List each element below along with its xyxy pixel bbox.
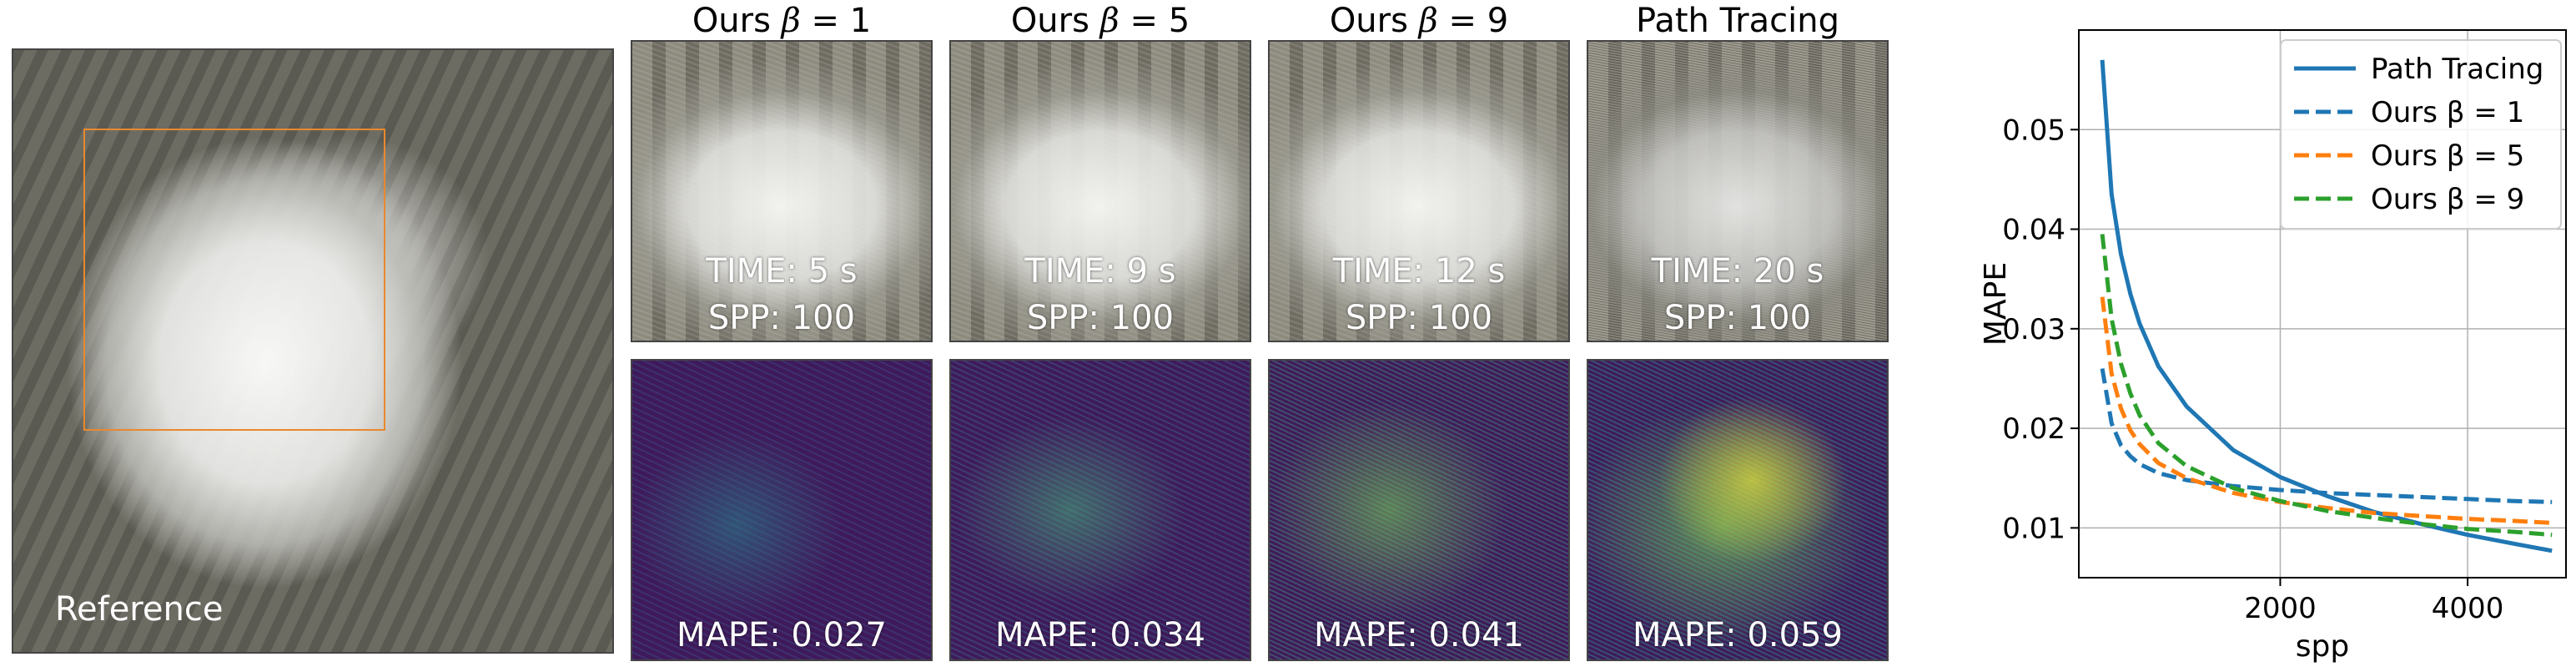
x-tick-label: 2000 — [2244, 592, 2317, 625]
render-path-tracing: TIME: 20 s SPP: 100 — [1587, 40, 1889, 342]
error-map-beta5: MAPE: 0.034 — [949, 359, 1251, 661]
legend-label: Ours β = 9 — [2371, 183, 2524, 216]
series-line — [2100, 234, 2553, 538]
render-beta9: TIME: 12 s SPP: 100 — [1268, 40, 1570, 342]
y-tick-label: 0.03 — [2002, 313, 2065, 346]
column-title-4: Path Tracing — [1636, 2, 1839, 40]
y-axis-label: MAPE — [1979, 262, 2013, 346]
x-tick-label: 4000 — [2432, 592, 2504, 625]
time-label: TIME: 5 s — [706, 252, 858, 291]
reference-label: Reference — [55, 590, 224, 629]
spp-label: SPP: 100 — [707, 299, 856, 337]
y-tick-label: 0.05 — [2002, 114, 2065, 147]
legend-label: Ours β = 1 — [2371, 96, 2524, 129]
x-axis-label: spp — [2296, 629, 2349, 664]
time-label: TIME: 12 s — [1332, 252, 1506, 291]
legend-label: Ours β = 5 — [2371, 139, 2524, 173]
render-beta5: TIME: 9 s SPP: 100 — [949, 40, 1251, 342]
column-title-1: Ours β = 1 — [692, 2, 872, 40]
y-tick-label: 0.02 — [2002, 412, 2065, 446]
mape-label: MAPE: 0.041 — [1314, 616, 1524, 654]
render-beta1: TIME: 5 s SPP: 100 — [631, 40, 933, 342]
time-label: TIME: 20 s — [1651, 252, 1824, 291]
time-label: TIME: 9 s — [1024, 252, 1176, 291]
column-title-3: Ours β = 9 — [1329, 2, 1509, 40]
error-map-beta9: MAPE: 0.041 — [1268, 359, 1570, 661]
column-title-2: Ours β = 5 — [1010, 2, 1190, 40]
spp-label: SPP: 100 — [1026, 299, 1175, 337]
legend-box — [2280, 39, 2562, 230]
mape-label: MAPE: 0.027 — [677, 616, 887, 654]
legend-label: Path Tracing — [2371, 53, 2543, 86]
y-tick-label: 0.04 — [2002, 214, 2065, 247]
error-map-beta1: MAPE: 0.027 — [631, 359, 933, 661]
spp-label: SPP: 100 — [1345, 299, 1493, 337]
error-map-path-tracing: MAPE: 0.059 — [1587, 359, 1889, 661]
mape-label: MAPE: 0.034 — [995, 616, 1205, 654]
series-line — [2100, 368, 2553, 504]
series-line — [2100, 59, 2553, 553]
mape-label: MAPE: 0.059 — [1633, 616, 1843, 654]
spp-label: SPP: 100 — [1663, 299, 1812, 337]
y-tick-label: 0.01 — [2002, 512, 2065, 545]
mape-chart: 0.01 0.02 0.03 0.04 0.05 2000 4000 spp MAPE Path … — [1952, 12, 2576, 669]
crop-box — [83, 129, 385, 431]
plot-frame — [2078, 29, 2567, 579]
mape-chart-svg: 0.01 0.02 0.03 0.04 0.05 2000 4000 spp MAPE Path … — [1979, 29, 2567, 664]
series-line — [2100, 296, 2553, 525]
reference-image: Reference — [12, 48, 614, 654]
